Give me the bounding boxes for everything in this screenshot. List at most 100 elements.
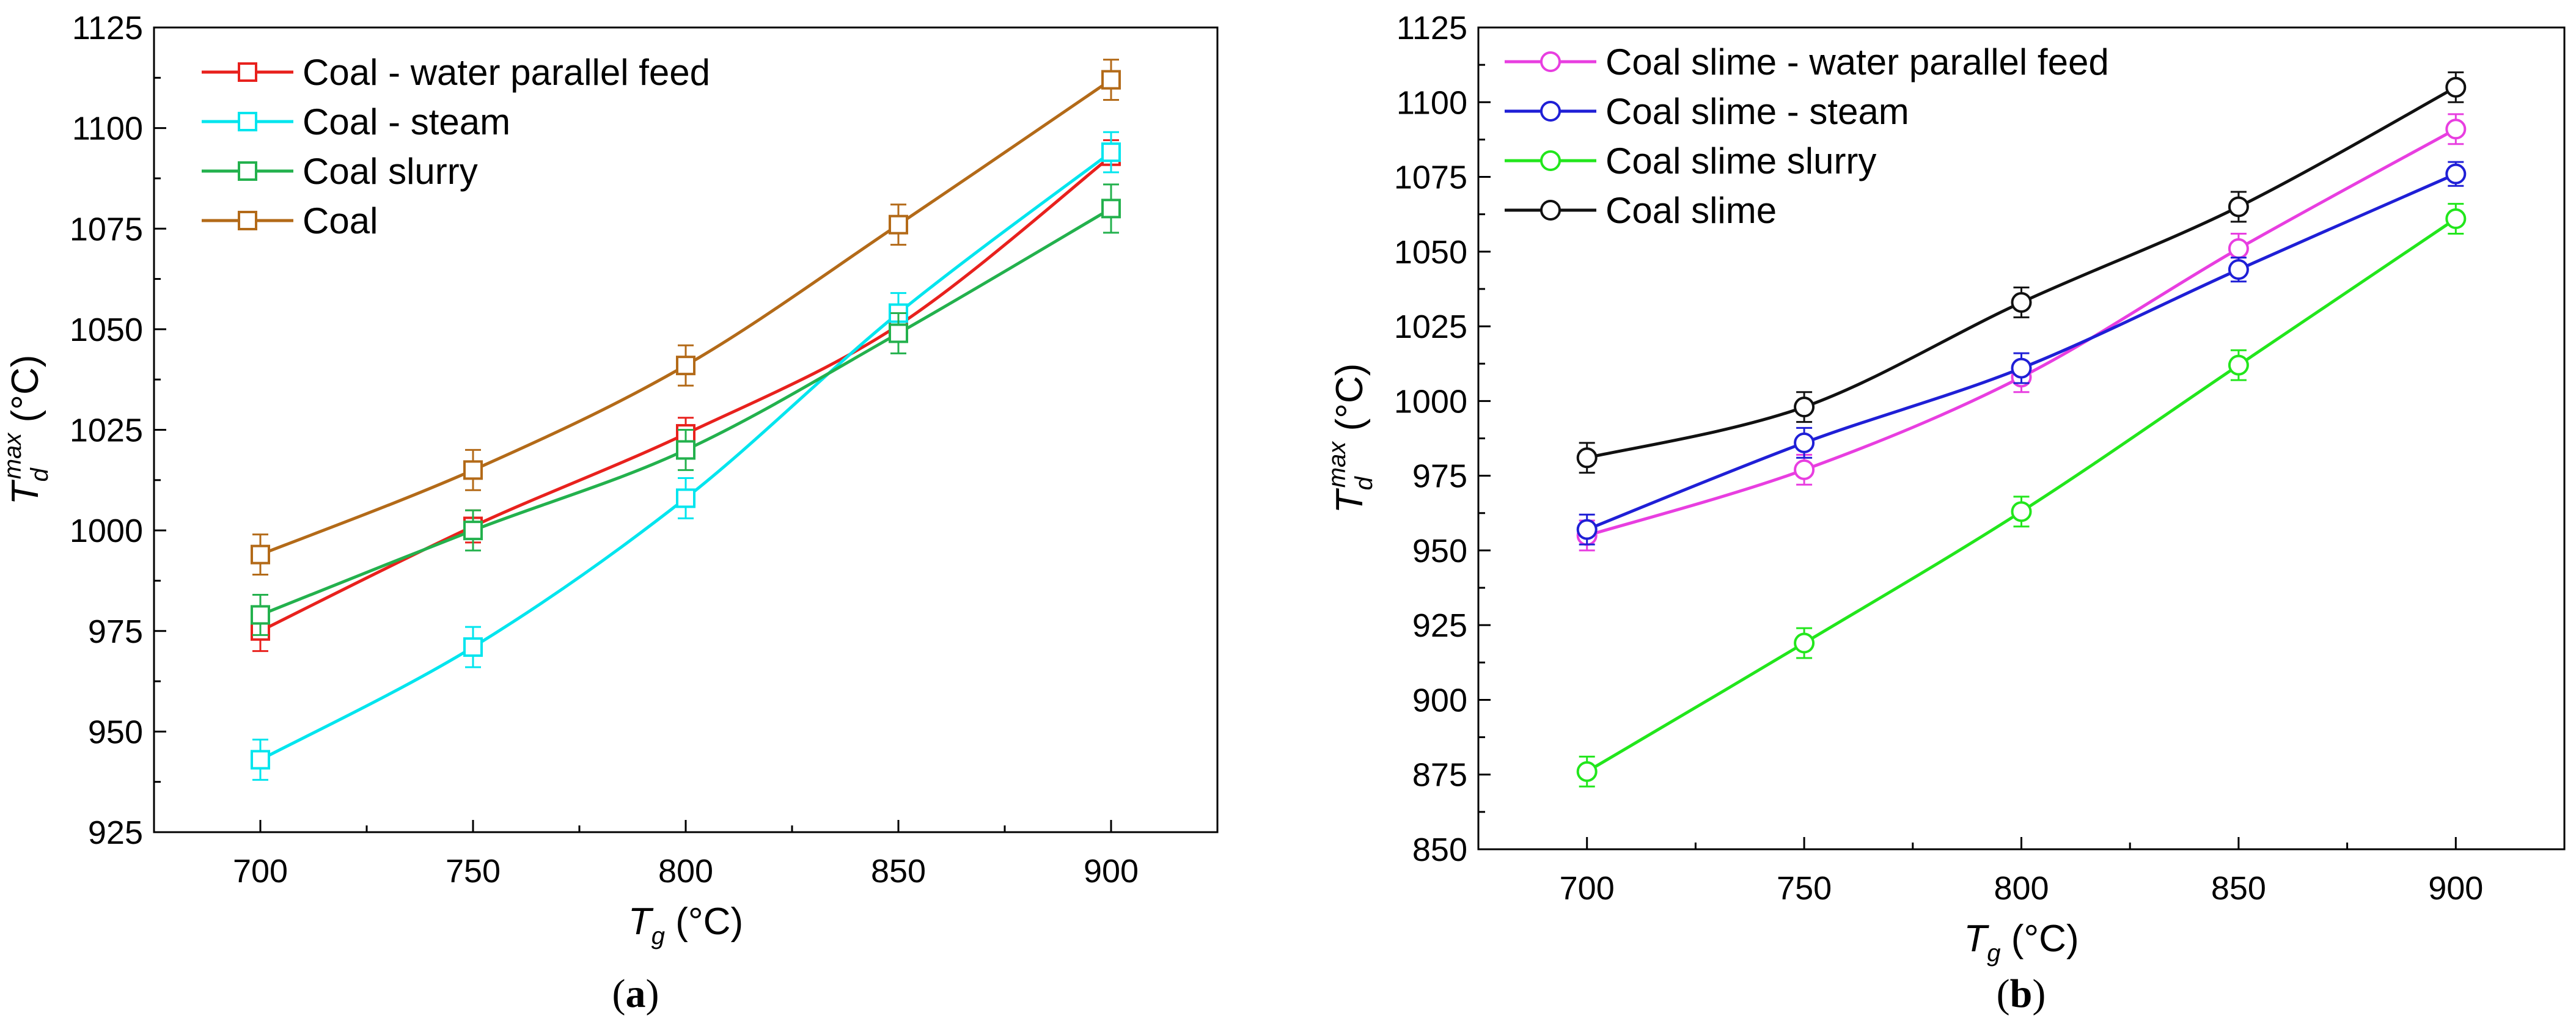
data-point: [2228, 196, 2249, 218]
y-tick-label: 1025: [1394, 309, 1467, 345]
legend-label: Coal slime - steam: [1605, 91, 1909, 132]
x-axis-symbol: T: [628, 901, 654, 943]
y-tick-label: 1075: [70, 211, 143, 247]
x-tick-label: 800: [658, 853, 713, 890]
data-point: [1794, 397, 1815, 418]
y-tick-label: 925: [1412, 607, 1467, 644]
y-tick-label: 1125: [72, 10, 143, 46]
x-tick-label: 850: [871, 853, 926, 890]
data-point: [2011, 501, 2032, 522]
legend-marker: [238, 62, 257, 82]
data-point: [2011, 291, 2032, 313]
data-point: [1794, 632, 1815, 654]
y-tick-label: 1000: [70, 513, 143, 549]
panel-label-close: ): [2032, 971, 2046, 1016]
legend-label: Coal slurry: [303, 151, 478, 192]
panel-label-letter: a: [626, 971, 646, 1016]
legend-label: Coal slime - water parallel feed: [1605, 42, 2109, 82]
data-point: [1101, 199, 1121, 219]
x-axis-unit: (°C): [665, 901, 743, 943]
data-point: [1576, 519, 1598, 540]
y-axis-superscript: max: [1324, 441, 1351, 488]
legend-item: Coal slime slurry: [1505, 141, 1876, 181]
y-tick-label: 1025: [70, 412, 143, 449]
x-axis-unit: (°C): [2001, 918, 2079, 960]
y-tick-label: 1050: [1394, 234, 1467, 271]
x-tick-label: 750: [1777, 870, 1832, 907]
data-point: [1794, 459, 1815, 480]
series-2: [1576, 161, 2467, 546]
x-axis-title: Tg (°C): [1964, 918, 2079, 967]
legend-marker: [238, 161, 257, 181]
legend-item: Coal: [202, 200, 378, 241]
panel-label-letter: b: [2010, 971, 2033, 1016]
data-point: [463, 460, 483, 480]
data-point: [251, 605, 270, 625]
panel-label-close: ): [646, 971, 659, 1016]
data-point: [676, 440, 695, 460]
legend-marker: [1540, 101, 1561, 122]
data-point: [1576, 761, 1598, 782]
legend-label: Coal - steam: [303, 101, 510, 142]
data-point: [2228, 354, 2249, 376]
data-point: [2445, 208, 2467, 230]
series-1: [251, 139, 1121, 653]
y-axis-symbol: T: [1329, 488, 1371, 513]
data-point: [1101, 70, 1121, 90]
x-tick-label: 900: [1084, 853, 1139, 890]
y-axis-unit: (°C): [1329, 364, 1371, 442]
y-tick-label: 925: [88, 814, 143, 851]
y-tick-label: 875: [1412, 757, 1467, 794]
series-4: [251, 59, 1121, 576]
y-tick-label: 950: [88, 714, 143, 750]
panel-label-open: (: [1997, 971, 2010, 1016]
legend-item: Coal - steam: [202, 101, 510, 142]
data-point: [1101, 142, 1121, 163]
panel-b-chart: 700 750 800 850 900 850 875 900 925 950 975 1000 102…: [1288, 0, 2575, 1024]
y-axis-title: Tdmax (°C): [1324, 364, 1378, 514]
series-line: [259, 155, 1112, 633]
legend-item: Coal slime - steam: [1505, 91, 1909, 132]
y-tick-label: 1050: [70, 312, 143, 348]
panel-a-chart: 700 750 800 850 900 925 950 975 1000 1025 1050 1075…: [0, 10, 1219, 1016]
y-tick-label: 1125: [1396, 10, 1467, 46]
data-point: [463, 637, 483, 657]
y-tick-label: 850: [1412, 832, 1467, 868]
legend-item: Coal - water parallel feed: [202, 52, 710, 93]
legend-item: Coal slime: [1505, 190, 1777, 231]
x-axis-title: Tg (°C): [628, 901, 743, 949]
x-tick-label: 700: [233, 853, 288, 890]
x-tick-label: 800: [1994, 870, 2049, 907]
y-axis-symbol: T: [4, 479, 46, 505]
y-axis-unit: (°C): [4, 355, 46, 433]
data-point: [251, 750, 270, 770]
y-axis-superscript: max: [0, 432, 26, 480]
data-point: [889, 323, 908, 343]
legend-label: Coal slime slurry: [1605, 141, 1876, 181]
y-axis-title: Tdmax (°C): [0, 355, 53, 505]
data-point: [2445, 119, 2467, 140]
legend-marker: [1540, 200, 1561, 221]
legend-marker: [1540, 150, 1561, 171]
legend-item: Coal slime - water parallel feed: [1505, 42, 2109, 82]
data-point: [2011, 357, 2032, 379]
series-3: [1576, 203, 2467, 788]
x-axis-subscript: g: [651, 923, 665, 949]
legend-label: Coal slime: [1605, 190, 1777, 231]
data-point: [676, 356, 695, 376]
y-tick-label: 1000: [1394, 383, 1467, 420]
legend-label: Coal: [303, 200, 378, 241]
y-tick-label: 900: [1412, 682, 1467, 719]
data-point: [463, 521, 483, 541]
x-axis-subscript: g: [1987, 940, 2000, 967]
legend-marker: [238, 112, 257, 131]
chart-b-svg: 700 750 800 850 900 850 875 900 925 950 975 1000 102…: [1324, 10, 2566, 1016]
series-line: [260, 207, 1112, 616]
data-point: [251, 544, 270, 565]
y-axis-subscript: d: [1351, 476, 1378, 491]
y-tick-label: 950: [1412, 533, 1467, 569]
data-point: [2228, 259, 2249, 280]
panel-label: (a): [612, 971, 659, 1016]
data-point: [1576, 447, 1598, 469]
data-point: [2228, 238, 2249, 259]
